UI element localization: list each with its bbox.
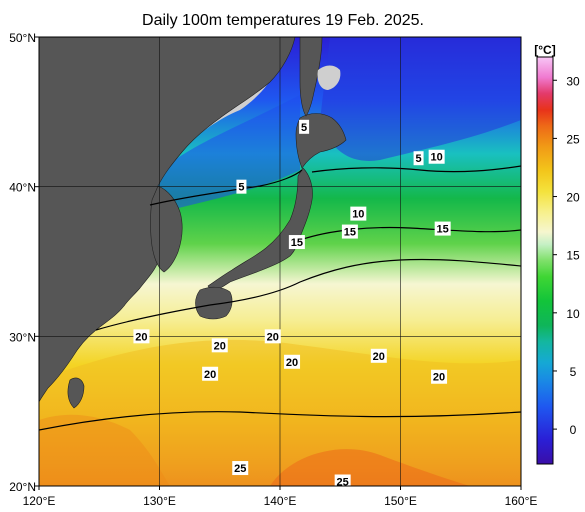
oyashio-cold-water [320,37,521,161]
contour-label: 20 [286,357,298,369]
map-panel: 5 5 5 10 10 15 15 15 20 20 20 20 20 20 20 25 25 [39,37,521,489]
colorbar-tick-label: 15 [566,249,580,263]
y-tick-label: 20°N [9,480,36,494]
contour-label-box [341,224,358,239]
colorbar-tick-label: 5 [570,365,577,379]
kuroshio-contour [95,258,521,331]
y-tick-label: 30°N [9,330,36,344]
kamchatka-okhotsk-shelf [317,65,341,90]
contour-label-box [133,329,150,344]
x-tick-label: 160°E [505,494,538,508]
contour-label-box [236,179,247,194]
x-tick-label: 150°E [384,494,417,508]
western-boundary-warm [39,414,170,486]
contour-label: 20 [373,351,385,363]
contour-label: 25 [337,477,349,489]
colorbar-unit: [°C] [534,43,555,57]
colorbar-scale [536,56,554,465]
colorbar-tick-label: 30 [566,74,580,88]
y-tick-label: 40°N [9,181,36,195]
taiwan [67,377,85,409]
contour-label: 15 [291,237,303,249]
colorbar: [°C] 0 5 10 15 20 25 30 [534,43,580,465]
contour-label-box [370,348,387,363]
subarctic-front-contour [299,226,521,241]
longitude-axis: 120°E 130°E 140°E 150°E 160°E [23,486,538,508]
warm-core-south [270,449,470,486]
contour-label-box [232,461,249,476]
oyashio-front-contour [311,165,521,173]
contour-label: 10 [352,209,364,221]
contour-label: 25 [234,463,246,475]
x-tick-label: 130°E [143,494,176,508]
colorbar-tick-label: 0 [570,423,577,437]
contour-label-box [334,474,351,486]
contour-label: 20 [135,331,147,343]
contour-label-box [299,119,310,134]
x-tick-label: 120°E [23,494,56,508]
contour-label-box [431,369,448,384]
colorbar-tick-label: 20 [566,191,580,205]
korean-peninsula [150,185,183,273]
contour-label: 20 [204,369,216,381]
contour-label: 20 [214,340,226,352]
contour-label-box [284,354,301,369]
honshu [207,167,313,293]
y-tick-label: 50°N [9,31,36,45]
contour-label: 5 [416,153,422,165]
contour-label: 5 [301,122,307,134]
contour-label: 20 [433,372,445,384]
map-title: Daily 100m temperatures 19 Feb. 2025. [142,12,424,29]
contour-label-box [288,235,305,250]
contour-label-box [350,206,367,221]
contour-label: 20 [267,331,279,343]
colorbar-tick-label: 10 [566,307,580,321]
contour-label: 15 [437,224,449,236]
contour-label: 15 [344,227,356,239]
colorbar-tick-label: 25 [566,132,580,146]
contour-label: 5 [238,182,244,194]
contour-label-box [211,338,228,353]
x-tick-label: 140°E [264,494,297,508]
contour-label-box [428,149,445,164]
colorbar-ticks: 0 5 10 15 20 25 30 [553,74,580,437]
contour-label: 10 [431,152,443,164]
contour-label-box [434,221,451,236]
contour-labels: 5 5 5 10 10 15 15 15 20 20 20 20 20 20 20 25 25 [133,119,451,489]
contour-label-box [413,151,424,166]
contour-label-box [264,329,281,344]
southern-contour [39,411,521,431]
latitude-axis: 50°N 40°N 30°N 20°N [9,31,39,494]
contour-label-box [202,366,219,381]
kyushu-shikoku [195,286,233,320]
